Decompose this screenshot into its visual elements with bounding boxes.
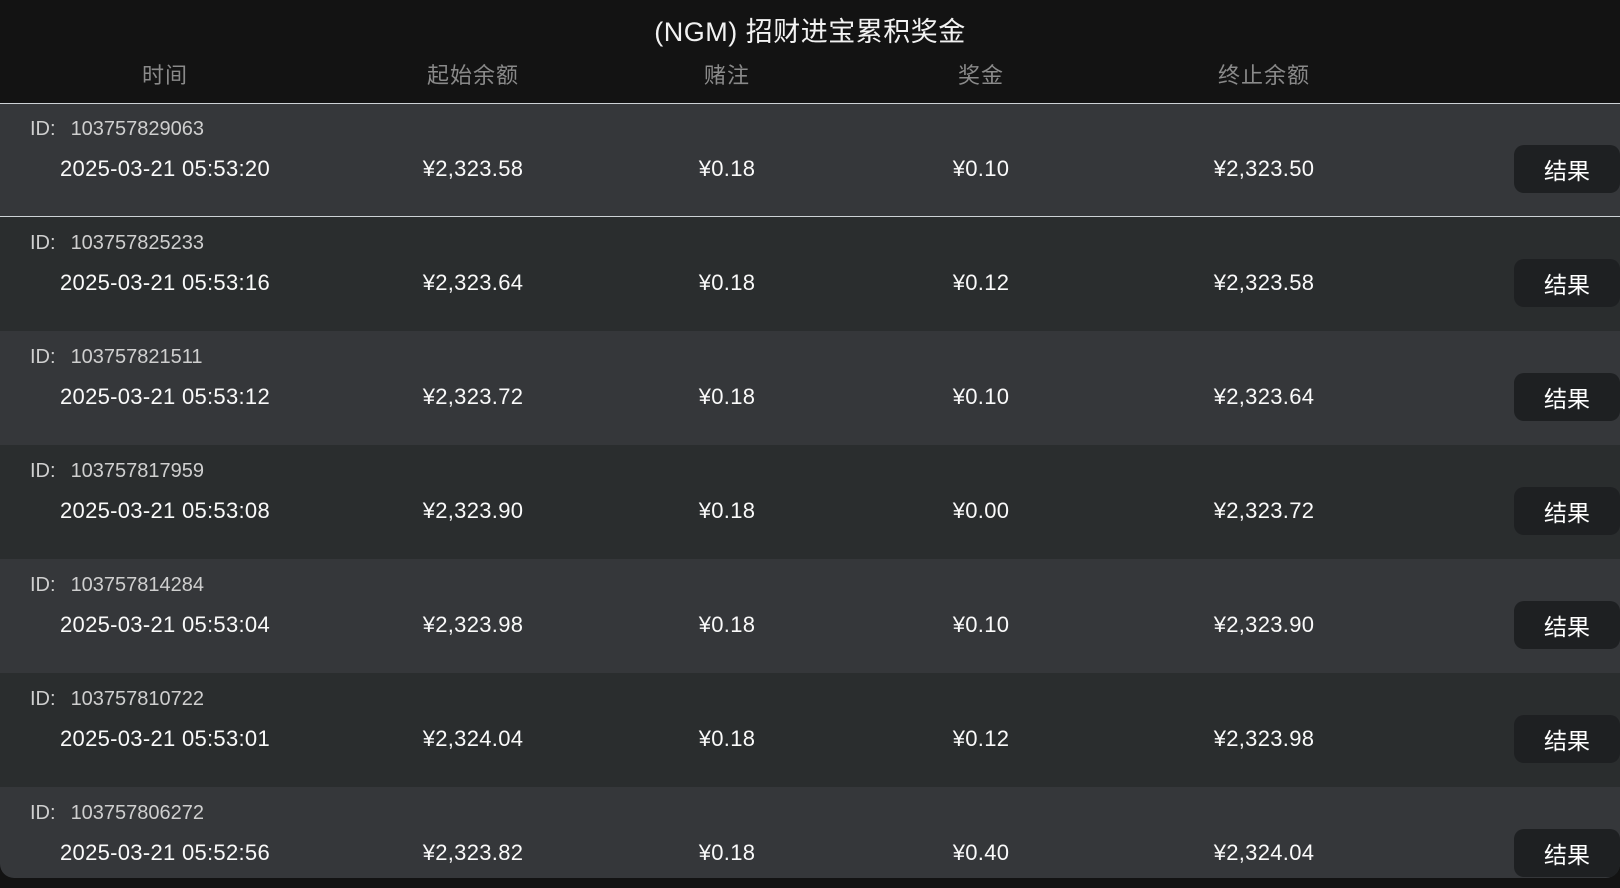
action-cell: 结果 <box>1404 145 1620 193</box>
start-balance-cell: ¥2,323.82 <box>422 840 524 865</box>
row-id-line: ID: 103757810722 <box>30 686 1620 712</box>
result-button[interactable]: 结果 <box>1514 373 1620 421</box>
time-cell: 2025-03-21 05:53:12 <box>60 384 270 409</box>
row-data-line: 2025-03-21 05:53:08 ¥2,323.90 ¥0.18 ¥0.0… <box>0 487 1620 535</box>
end-balance-cell: ¥2,323.58 <box>1213 270 1315 295</box>
bet-cell: ¥0.18 <box>698 726 756 751</box>
time-cell: 2025-03-21 05:53:16 <box>60 270 270 295</box>
row-data-line: 2025-03-21 05:53:01 ¥2,324.04 ¥0.18 ¥0.1… <box>0 715 1620 763</box>
start-balance-cell: ¥2,323.72 <box>422 384 524 409</box>
id-value: 103757829063 <box>70 117 205 140</box>
id-label: ID: <box>30 459 56 482</box>
bet-cell: ¥0.18 <box>698 498 756 523</box>
result-button[interactable]: 结果 <box>1514 715 1620 763</box>
end-balance-cell: ¥2,323.64 <box>1213 384 1315 409</box>
time-cell: 2025-03-21 05:52:56 <box>60 840 270 865</box>
table-row: ID: 103757817959 2025-03-21 05:53:08 ¥2,… <box>0 445 1620 559</box>
table-row: ID: 103757829063 2025-03-21 05:53:20 ¥2,… <box>0 103 1620 217</box>
row-id-line: ID: 103757806272 <box>30 800 1620 826</box>
bet-cell: ¥0.18 <box>698 156 756 181</box>
table-row: ID: 103757825233 2025-03-21 05:53:16 ¥2,… <box>0 217 1620 331</box>
time-cell: 2025-03-21 05:53:04 <box>60 612 270 637</box>
time-cell: 2025-03-21 05:53:20 <box>60 156 270 181</box>
column-header-time: 时间 <box>141 63 188 88</box>
start-balance-cell: ¥2,324.04 <box>422 726 524 751</box>
result-button[interactable]: 结果 <box>1514 829 1620 877</box>
id-label: ID: <box>30 573 56 596</box>
end-balance-cell: ¥2,323.72 <box>1213 498 1315 523</box>
action-cell: 结果 <box>1404 601 1620 649</box>
prize-cell: ¥0.12 <box>952 270 1010 295</box>
start-balance-cell: ¥2,323.64 <box>422 270 524 295</box>
row-data-line: 2025-03-21 05:53:20 ¥2,323.58 ¥0.18 ¥0.1… <box>0 145 1620 193</box>
column-header-prize: 奖金 <box>957 63 1004 88</box>
action-cell: 结果 <box>1404 829 1620 877</box>
result-button[interactable]: 结果 <box>1514 259 1620 307</box>
prize-cell: ¥0.10 <box>952 156 1010 181</box>
bet-cell: ¥0.18 <box>698 384 756 409</box>
time-cell: 2025-03-21 05:53:08 <box>60 498 270 523</box>
table-row: ID: 103757821511 2025-03-21 05:53:12 ¥2,… <box>0 331 1620 445</box>
prize-cell: ¥0.10 <box>952 384 1010 409</box>
action-cell: 结果 <box>1404 259 1620 307</box>
row-id-line: ID: 103757817959 <box>30 458 1620 484</box>
history-table: ID: 103757829063 2025-03-21 05:53:20 ¥2,… <box>0 103 1620 878</box>
table-row: ID: 103757810722 2025-03-21 05:53:01 ¥2,… <box>0 673 1620 787</box>
column-header-start-balance: 起始余额 <box>426 63 519 88</box>
row-id-line: ID: 103757814284 <box>30 572 1620 598</box>
start-balance-cell: ¥2,323.90 <box>422 498 524 523</box>
end-balance-cell: ¥2,323.98 <box>1213 726 1315 751</box>
id-value: 103757821511 <box>70 345 203 368</box>
end-balance-cell: ¥2,324.04 <box>1213 840 1315 865</box>
row-data-line: 2025-03-21 05:53:16 ¥2,323.64 ¥0.18 ¥0.1… <box>0 259 1620 307</box>
table-row: ID: 103757814284 2025-03-21 05:53:04 ¥2,… <box>0 559 1620 673</box>
action-cell: 结果 <box>1404 373 1620 421</box>
result-button[interactable]: 结果 <box>1514 487 1620 535</box>
row-data-line: 2025-03-21 05:53:12 ¥2,323.72 ¥0.18 ¥0.1… <box>0 373 1620 421</box>
column-header-bet: 赌注 <box>703 63 750 88</box>
page-title: (NGM) 招财进宝累积奖金 <box>654 17 966 47</box>
id-label: ID: <box>30 231 56 254</box>
id-label: ID: <box>30 117 56 140</box>
result-button[interactable]: 结果 <box>1514 601 1620 649</box>
prize-cell: ¥0.40 <box>952 840 1010 865</box>
bet-cell: ¥0.18 <box>698 270 756 295</box>
start-balance-cell: ¥2,323.58 <box>422 156 524 181</box>
start-balance-cell: ¥2,323.98 <box>422 612 524 637</box>
end-balance-cell: ¥2,323.50 <box>1213 156 1315 181</box>
bet-cell: ¥0.18 <box>698 840 756 865</box>
id-label: ID: <box>30 687 56 710</box>
row-id-line: ID: 103757829063 <box>30 116 1620 142</box>
prize-cell: ¥0.10 <box>952 612 1010 637</box>
action-cell: 结果 <box>1404 715 1620 763</box>
prize-cell: ¥0.00 <box>952 498 1010 523</box>
column-headers: 时间 起始余额 赌注 奖金 终止余额 <box>0 58 1620 90</box>
result-button[interactable]: 结果 <box>1514 145 1620 193</box>
row-id-line: ID: 103757821511 <box>30 344 1620 370</box>
end-balance-cell: ¥2,323.90 <box>1213 612 1315 637</box>
id-value: 103757825233 <box>70 231 205 254</box>
id-value: 103757806272 <box>70 801 205 824</box>
row-data-line: 2025-03-21 05:52:56 ¥2,323.82 ¥0.18 ¥0.4… <box>0 829 1620 877</box>
id-value: 103757817959 <box>70 459 205 482</box>
bet-cell: ¥0.18 <box>698 612 756 637</box>
column-header-end-balance: 终止余额 <box>1217 63 1310 88</box>
id-label: ID: <box>30 345 56 368</box>
id-label: ID: <box>30 801 56 824</box>
row-id-line: ID: 103757825233 <box>30 230 1620 256</box>
row-data-line: 2025-03-21 05:53:04 ¥2,323.98 ¥0.18 ¥0.1… <box>0 601 1620 649</box>
table-row: ID: 103757806272 2025-03-21 05:52:56 ¥2,… <box>0 787 1620 878</box>
time-cell: 2025-03-21 05:53:01 <box>60 726 270 751</box>
id-value: 103757814284 <box>70 573 205 596</box>
id-value: 103757810722 <box>70 687 205 710</box>
header: (NGM) 招财进宝累积奖金 时间 起始余额 赌注 奖金 终止余额 <box>0 0 1620 103</box>
prize-cell: ¥0.12 <box>952 726 1010 751</box>
action-cell: 结果 <box>1404 487 1620 535</box>
